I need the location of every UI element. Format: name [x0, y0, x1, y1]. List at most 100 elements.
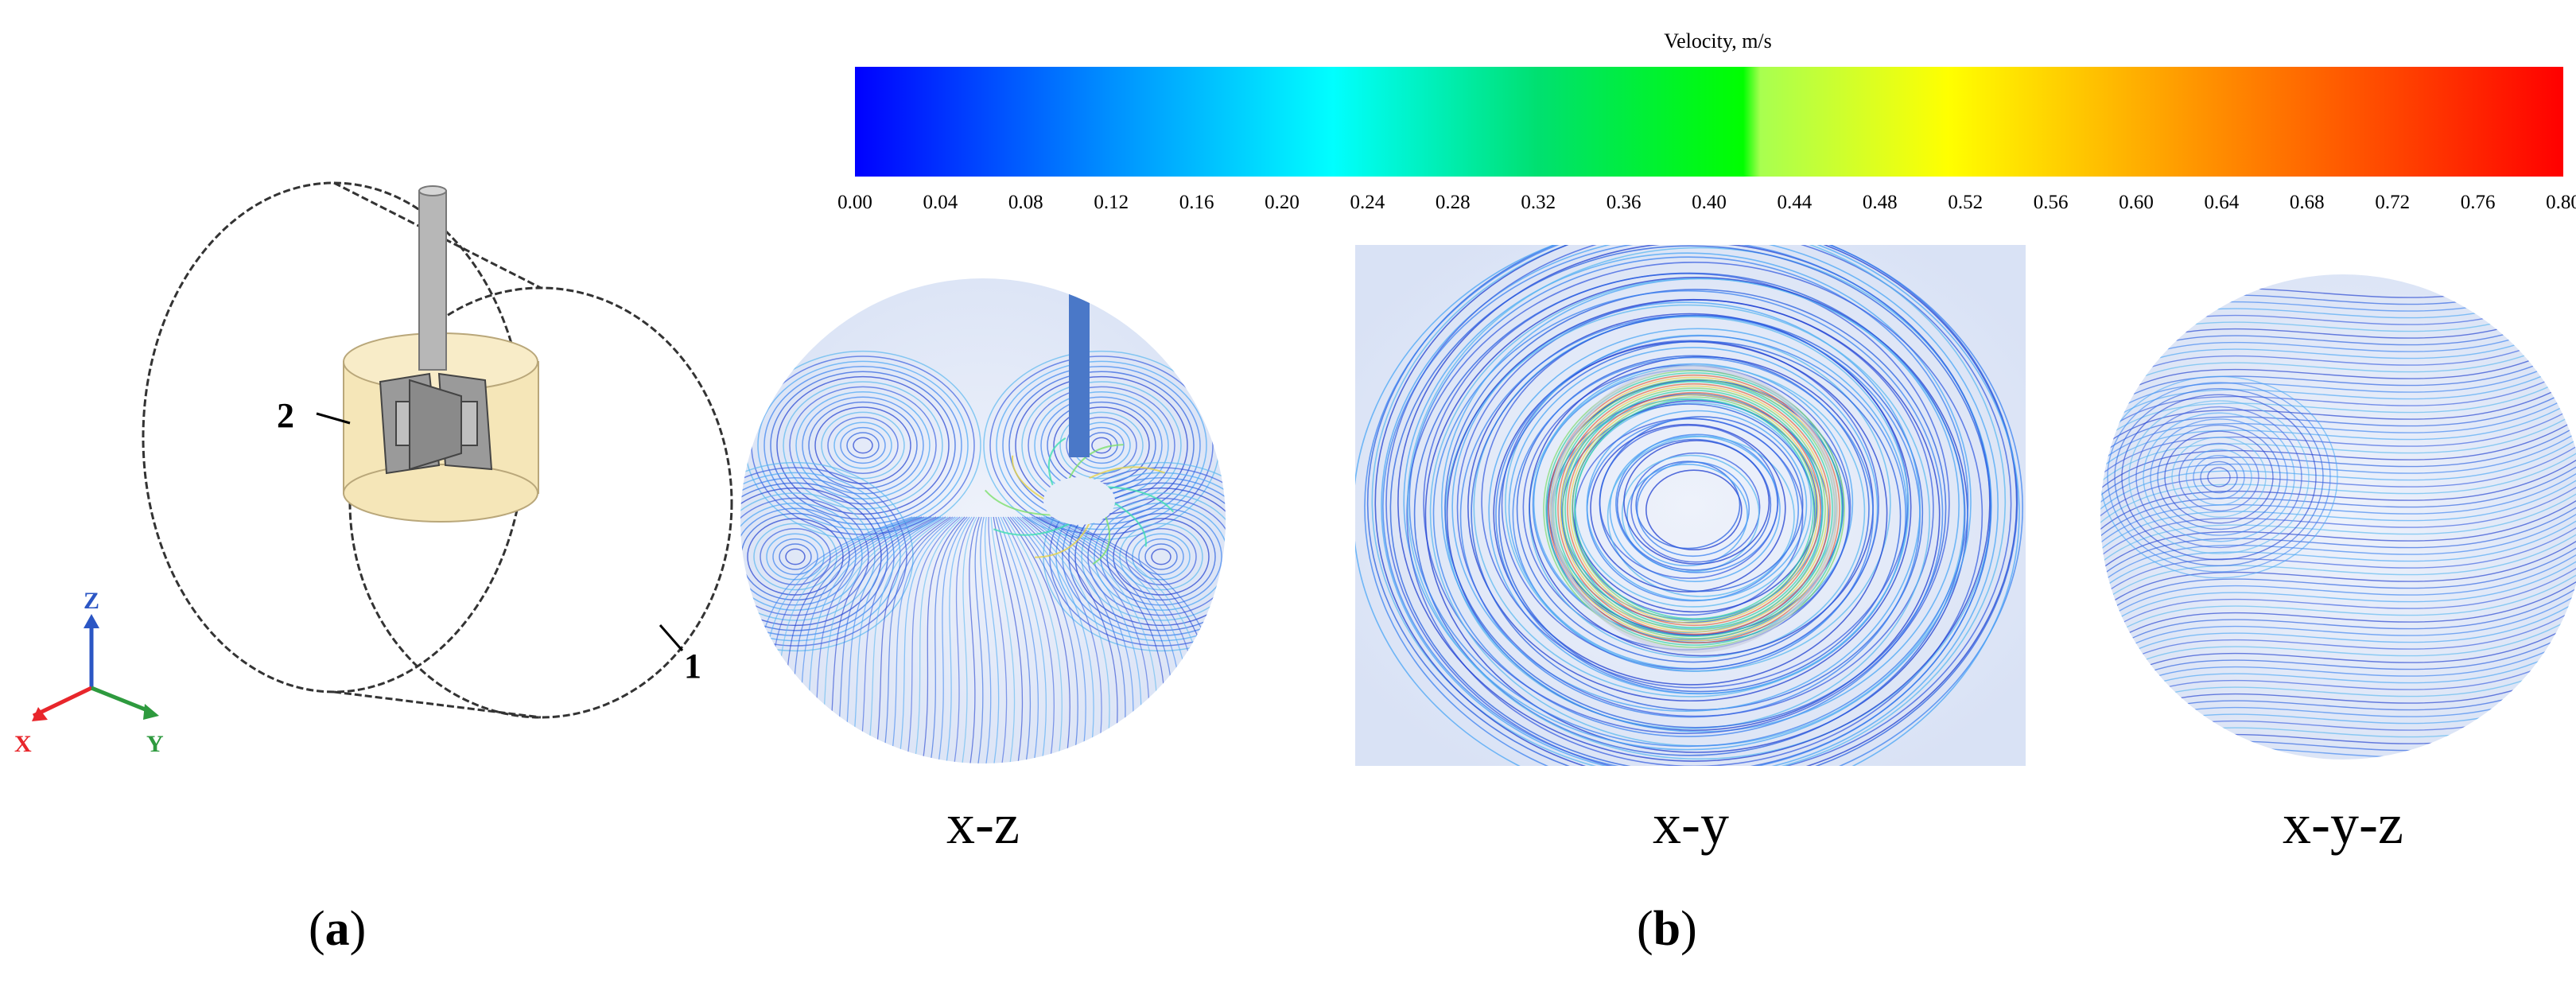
streamline: [2100, 482, 2576, 572]
colorbar-tick-label: 0.52: [1948, 192, 1983, 213]
axis-triad: [32, 614, 159, 721]
streamline: [898, 516, 958, 763]
streamline: [1087, 497, 1226, 616]
streamline: [1555, 381, 1833, 637]
streamline: [1007, 516, 1070, 763]
streamline: [1574, 402, 1813, 608]
streamline: [993, 523, 1070, 536]
streamline: [2200, 460, 2238, 494]
streamline: [988, 516, 1008, 763]
panel-a-paren-close: ): [350, 902, 367, 956]
streamline: [1088, 466, 1165, 480]
streamline: [2100, 489, 2576, 578]
streamline: [1100, 507, 1222, 606]
streamline: [1364, 245, 2023, 766]
streamline: [922, 516, 966, 763]
streamline: [808, 401, 918, 490]
impeller-blades: [379, 372, 493, 475]
streamline: [1385, 245, 2012, 766]
streamline: [1371, 245, 2007, 766]
streamline: [2114, 387, 2324, 567]
streamline: [1493, 340, 1888, 686]
callout-2-label: 2: [277, 396, 294, 435]
streamline: [2100, 401, 2576, 491]
streamline: [2100, 563, 2576, 653]
streamline: [2100, 577, 2576, 666]
streamline: [984, 489, 1054, 516]
streamline: [1599, 416, 1804, 593]
streamline: [1607, 436, 1795, 597]
streamline: [1125, 528, 1197, 585]
streamline: [1560, 385, 1828, 633]
streamline: [1548, 374, 1840, 644]
streamline: [1562, 387, 1826, 631]
streamline: [2100, 550, 2576, 639]
streamline: [2100, 422, 2576, 511]
streamline: [969, 516, 980, 763]
streamline: [802, 396, 924, 495]
streamline: [1068, 444, 1124, 479]
streamline: [779, 543, 812, 570]
streamline: [842, 516, 942, 763]
streamline: [858, 516, 946, 763]
streamline: [938, 516, 970, 763]
streamline: [789, 386, 937, 505]
streamline: [2171, 437, 2267, 518]
streamline: [2157, 424, 2281, 530]
colorbar-tick-label: 0.16: [1179, 192, 1214, 213]
streamline: [1451, 301, 1921, 712]
xz-impeller-hub: [1043, 477, 1115, 525]
streamline: [1557, 383, 1831, 635]
streamline: [2100, 462, 2576, 551]
streamline: [2100, 414, 2576, 504]
colorbar: [855, 67, 2563, 177]
streamline: [1645, 469, 1743, 551]
streamline: [1092, 515, 1111, 565]
streamline: [1035, 523, 1090, 558]
streamline: [1389, 245, 1991, 766]
view-xyz: [2100, 274, 2576, 760]
streamline: [1002, 516, 1055, 763]
streamline: [1355, 245, 2020, 766]
streamline: [1413, 272, 1966, 756]
streamline: [974, 516, 984, 763]
streamline: [2100, 570, 2576, 659]
streamline: [1381, 245, 1999, 766]
streamline: [906, 516, 961, 763]
colorbar-tick-label: 0.60: [2119, 192, 2154, 213]
streamline: [2100, 584, 2576, 673]
streamline: [757, 360, 969, 530]
streamline: [1574, 398, 1814, 620]
streamline: [2100, 468, 2576, 558]
colorbar-tick-label: 0.32: [1521, 192, 1556, 213]
streamline: [772, 538, 818, 576]
streamline: [2100, 536, 2576, 626]
colorbar-tick-label: 0.36: [1607, 192, 1642, 213]
streamline: [1012, 516, 1086, 763]
streamline: [1516, 355, 1870, 663]
streamline: [1561, 403, 1816, 624]
caption-xyz: x-y-z: [2283, 792, 2403, 856]
streamline: [2164, 430, 2274, 524]
streamline: [2100, 354, 2576, 443]
panel-b-paren-open: (: [1637, 902, 1653, 956]
streamline: [1467, 313, 1912, 701]
streamline: [1049, 467, 1226, 647]
panel-a: 2 1 Z X Y (a): [14, 181, 733, 956]
streamline: [827, 417, 899, 474]
streamline: [776, 375, 950, 515]
caption-xy: x-y: [1653, 792, 1729, 856]
colorbar-tick-label: 0.12: [1094, 192, 1129, 213]
streamline: [785, 548, 806, 565]
streamline: [1432, 290, 1944, 737]
streamline: [2100, 367, 2576, 457]
streamline: [2193, 455, 2245, 499]
caption-xz: x-z: [946, 792, 1020, 856]
colorbar-tick-label: 0.72: [2375, 192, 2410, 213]
streamline: [2100, 597, 2576, 686]
streamline: [984, 516, 1000, 763]
callout-1-leader: [659, 624, 684, 651]
streamline: [995, 516, 1032, 763]
streamline: [840, 426, 886, 464]
colorbar-tick-label: 0.08: [1008, 192, 1043, 213]
